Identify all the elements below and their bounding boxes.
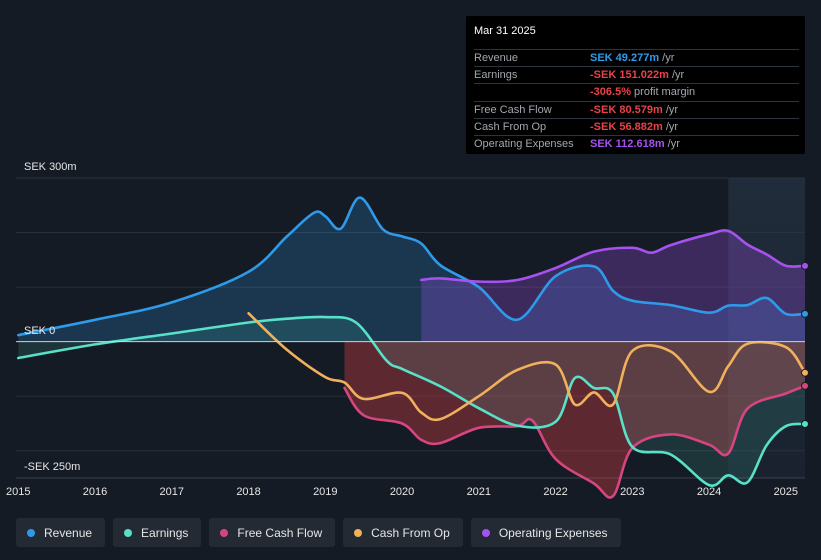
x-tick-label: 2018 xyxy=(236,486,260,498)
tooltip-row-unit: /yr xyxy=(668,69,685,82)
legend-label: Earnings xyxy=(141,525,189,540)
tooltip-row-label: Revenue xyxy=(474,52,519,64)
tooltip-row-label: Operating Expenses xyxy=(474,138,574,150)
end-marker-free-cash-flow xyxy=(801,381,809,390)
tooltip-row-unit: /yr xyxy=(659,52,675,64)
gridlines xyxy=(16,177,805,479)
area-revenue xyxy=(18,197,806,342)
tooltip-row-unit: /yr xyxy=(662,120,679,133)
legend-dot-icon xyxy=(220,528,229,537)
tooltip-row-label: Earnings xyxy=(474,69,518,82)
end-marker-earnings xyxy=(801,420,809,428)
tooltip-row-unit: /yr xyxy=(662,103,679,116)
tooltip-row-label: Cash From Op xyxy=(474,120,547,133)
tooltip-row-label: Free Cash Flow xyxy=(474,103,552,116)
tooltip-row-value: -SEK 151.022m /yr xyxy=(590,69,685,82)
legend-label: Revenue xyxy=(44,525,93,540)
x-axis-ticks: 2015 2016 2017 2018 2019 2020 2021 2022 2023 2024… xyxy=(6,486,798,498)
tooltip-row-value: -SEK 56.882m /yr xyxy=(590,120,679,133)
legend-label: Cash From Op xyxy=(371,525,450,540)
x-tick-label: 2023 xyxy=(620,486,644,498)
forecast-region xyxy=(728,178,805,478)
tooltip-row: Earnings -SEK 151.022m /yr xyxy=(474,66,799,84)
tooltip-date: Mar 31 2025 xyxy=(474,25,536,37)
legend-label: Operating Expenses xyxy=(498,525,608,540)
end-marker-operating-expenses xyxy=(801,261,809,270)
tooltip-row-value: SEK 112.618m /yr xyxy=(590,138,680,150)
tooltip-row-value: -SEK 80.579m /yr xyxy=(590,103,679,116)
y-label-zero: SEK 0 xyxy=(24,325,55,337)
series-end-markers xyxy=(801,261,809,428)
legend-item-cash-from-op[interactable]: Cash From Op xyxy=(343,518,463,547)
legend-dot-icon xyxy=(124,528,133,537)
x-tick-label: 2017 xyxy=(160,486,184,498)
tooltip-panel: Mar 31 2025 Revenue SEK 49.277m /yr Earnin… xyxy=(466,16,805,154)
tooltip-row: Operating Expenses SEK 112.618m /yr xyxy=(474,135,799,153)
x-tick-label: 2024 xyxy=(697,486,721,498)
tooltip-row-value: -306.5% profit margin xyxy=(590,86,696,99)
y-label-bottom: -SEK 250m xyxy=(24,461,80,473)
x-tick-label: 2021 xyxy=(467,486,491,498)
end-marker-revenue xyxy=(801,309,809,318)
legend-dot-icon xyxy=(354,528,363,537)
legend-item-earnings[interactable]: Earnings xyxy=(113,518,202,547)
line-free-cash-flow xyxy=(343,384,807,499)
x-tick-label: 2019 xyxy=(313,486,337,498)
x-tick-label: 2015 xyxy=(6,486,30,498)
legend-item-revenue[interactable]: Revenue xyxy=(16,518,106,547)
x-tick-label: 2016 xyxy=(83,486,107,498)
line-operating-expenses xyxy=(419,229,807,284)
x-tick-label: 2022 xyxy=(543,486,567,498)
legend-label: Free Cash Flow xyxy=(237,525,323,540)
tooltip-row-unit: profit margin xyxy=(630,86,696,99)
series-lines xyxy=(17,196,807,499)
series-areas xyxy=(18,197,806,498)
area-earnings xyxy=(18,316,806,486)
legend-item-operating-expenses[interactable]: Operating Expenses xyxy=(470,518,621,547)
legend-dot-icon xyxy=(481,528,490,537)
x-tick-label: 2020 xyxy=(390,486,414,498)
legend-dot-icon xyxy=(27,528,35,537)
chart-svg: SEK 300m SEK 0 -SEK 250m 2015 2016 2017 201… xyxy=(6,161,809,499)
tooltip-row: -306.5% profit margin xyxy=(474,83,799,101)
legend: Revenue Earnings Free Cash Flow Cash From O… xyxy=(16,518,621,547)
line-cash-from-op xyxy=(247,312,807,422)
legend-item-free-cash-flow[interactable]: Free Cash Flow xyxy=(209,518,336,547)
tooltip-row-unit: /yr xyxy=(664,138,680,150)
x-tick-label: 2025 xyxy=(774,486,798,498)
line-earnings xyxy=(17,315,807,487)
tooltip-row: Revenue SEK 49.277m /yr xyxy=(474,49,799,67)
tooltip-row-value: SEK 49.277m /yr xyxy=(590,52,675,64)
y-label-top: SEK 300m xyxy=(24,161,77,173)
end-marker-cash-from-op xyxy=(801,368,809,377)
tooltip-row: Cash From Op -SEK 56.882m /yr xyxy=(474,117,799,136)
area-free-cash-flow xyxy=(344,341,805,498)
line-revenue xyxy=(17,196,807,337)
tooltip-row: Free Cash Flow -SEK 80.579m /yr xyxy=(474,100,799,119)
